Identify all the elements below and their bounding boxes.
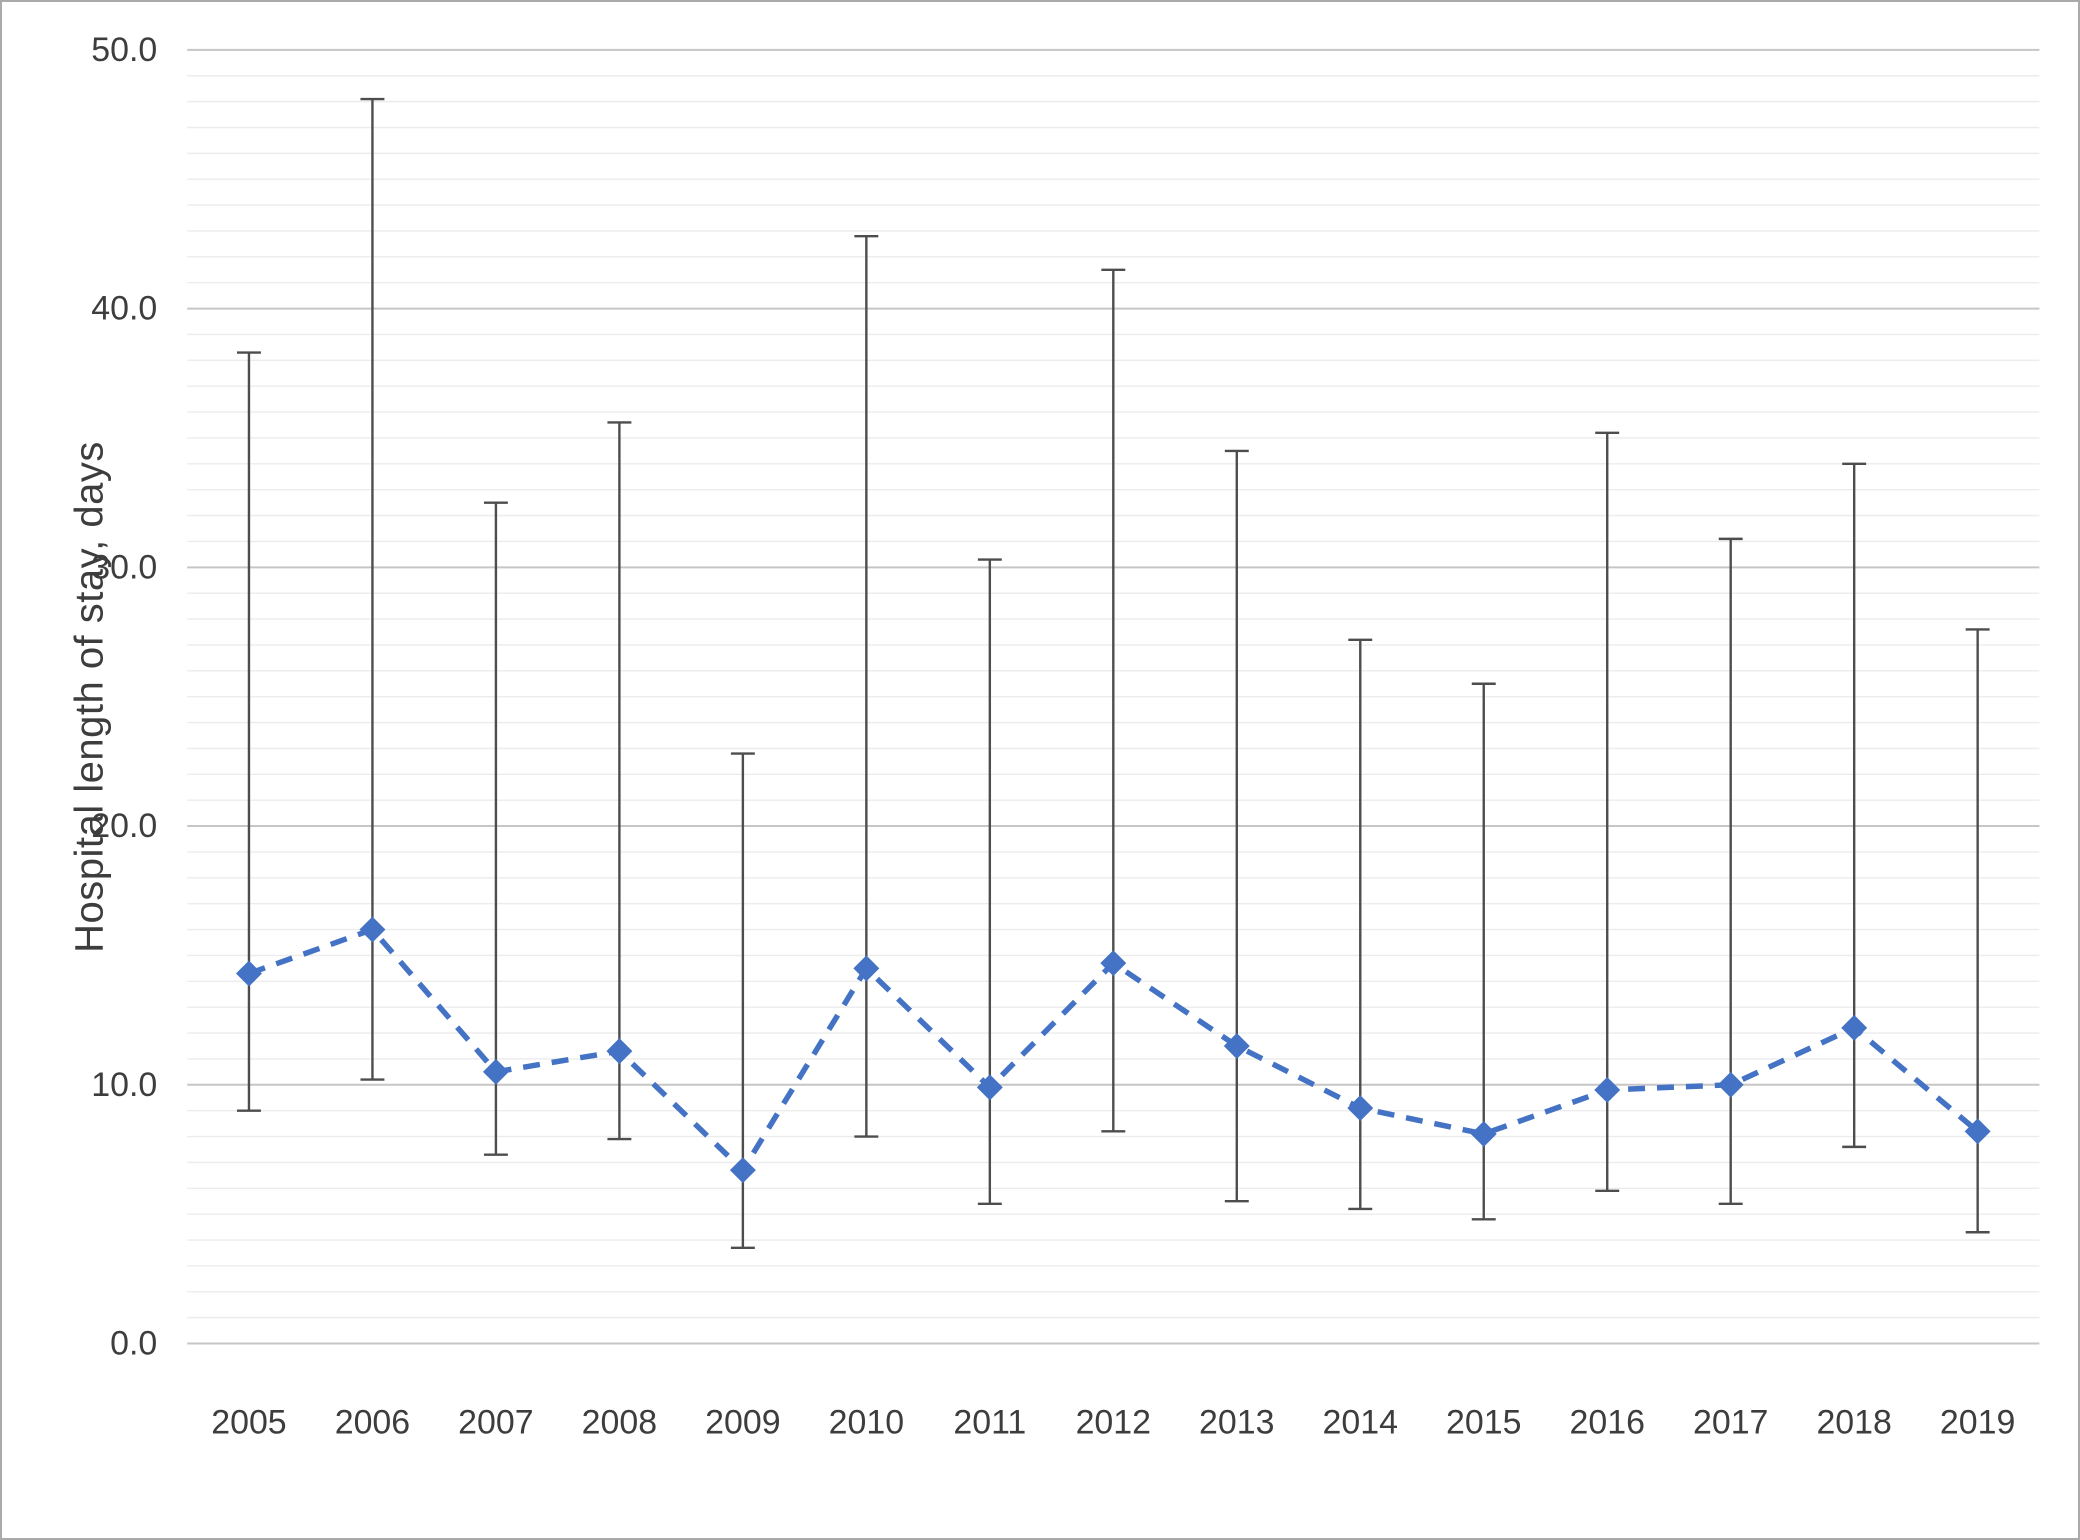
data-point-marker bbox=[1717, 1071, 1744, 1098]
error-bar bbox=[1101, 268, 1126, 1133]
x-tick-label: 2015 bbox=[1446, 1403, 1521, 1441]
y-tick-label: 10.0 bbox=[91, 1066, 157, 1104]
data-point-marker bbox=[1223, 1033, 1250, 1059]
x-tick-label: 2010 bbox=[829, 1403, 904, 1441]
x-tick-label: 2011 bbox=[953, 1403, 1026, 1441]
error-bar bbox=[1348, 638, 1373, 1211]
data-point-marker bbox=[1964, 1118, 1991, 1145]
y-tick-label: 30.0 bbox=[91, 548, 157, 586]
x-tick-label: 2009 bbox=[705, 1403, 780, 1441]
data-point-marker bbox=[1347, 1095, 1374, 1122]
data-point-marker bbox=[606, 1038, 633, 1065]
error-bar bbox=[1842, 462, 1867, 1149]
data-point-marker bbox=[1100, 950, 1127, 977]
x-tick-label: 2013 bbox=[1199, 1403, 1274, 1441]
x-tick-label: 2014 bbox=[1323, 1403, 1398, 1441]
y-axis-title: Hospital length of stay, days bbox=[67, 441, 112, 953]
x-tick-label: 2006 bbox=[335, 1403, 410, 1441]
error-bar bbox=[607, 421, 632, 1141]
error-bar bbox=[483, 501, 508, 1156]
data-point-marker bbox=[1594, 1076, 1621, 1103]
data-point-marker bbox=[729, 1157, 756, 1184]
error-bar bbox=[1718, 537, 1743, 1205]
y-tick-label: 40.0 bbox=[91, 290, 157, 328]
data-point-marker bbox=[359, 916, 386, 943]
data-point-marker bbox=[853, 955, 880, 982]
error-bar bbox=[360, 97, 385, 1081]
x-tick-label: 2008 bbox=[582, 1403, 657, 1441]
data-point-marker bbox=[976, 1074, 1003, 1101]
y-tick-label: 50.0 bbox=[91, 31, 157, 69]
y-tick-label: 20.0 bbox=[91, 807, 157, 845]
data-point-marker bbox=[482, 1058, 509, 1085]
x-tick-label: 2017 bbox=[1693, 1403, 1768, 1441]
x-tick-label: 2018 bbox=[1816, 1403, 1891, 1441]
data-point-marker bbox=[1470, 1120, 1497, 1147]
error-bar bbox=[236, 351, 261, 1112]
error-bar bbox=[977, 558, 1002, 1205]
data-point-marker bbox=[235, 960, 262, 987]
data-point-marker bbox=[1841, 1014, 1868, 1041]
error-bar bbox=[1595, 431, 1620, 1193]
x-tick-label: 2012 bbox=[1076, 1403, 1151, 1441]
error-bar bbox=[854, 234, 879, 1138]
x-tick-label: 2019 bbox=[1940, 1403, 2015, 1441]
error-bar bbox=[1224, 449, 1249, 1203]
x-tick-label: 2016 bbox=[1570, 1403, 1645, 1441]
x-tick-label: 2007 bbox=[458, 1403, 533, 1441]
x-tick-label: 2005 bbox=[211, 1403, 286, 1441]
y-tick-label: 0.0 bbox=[110, 1325, 157, 1363]
